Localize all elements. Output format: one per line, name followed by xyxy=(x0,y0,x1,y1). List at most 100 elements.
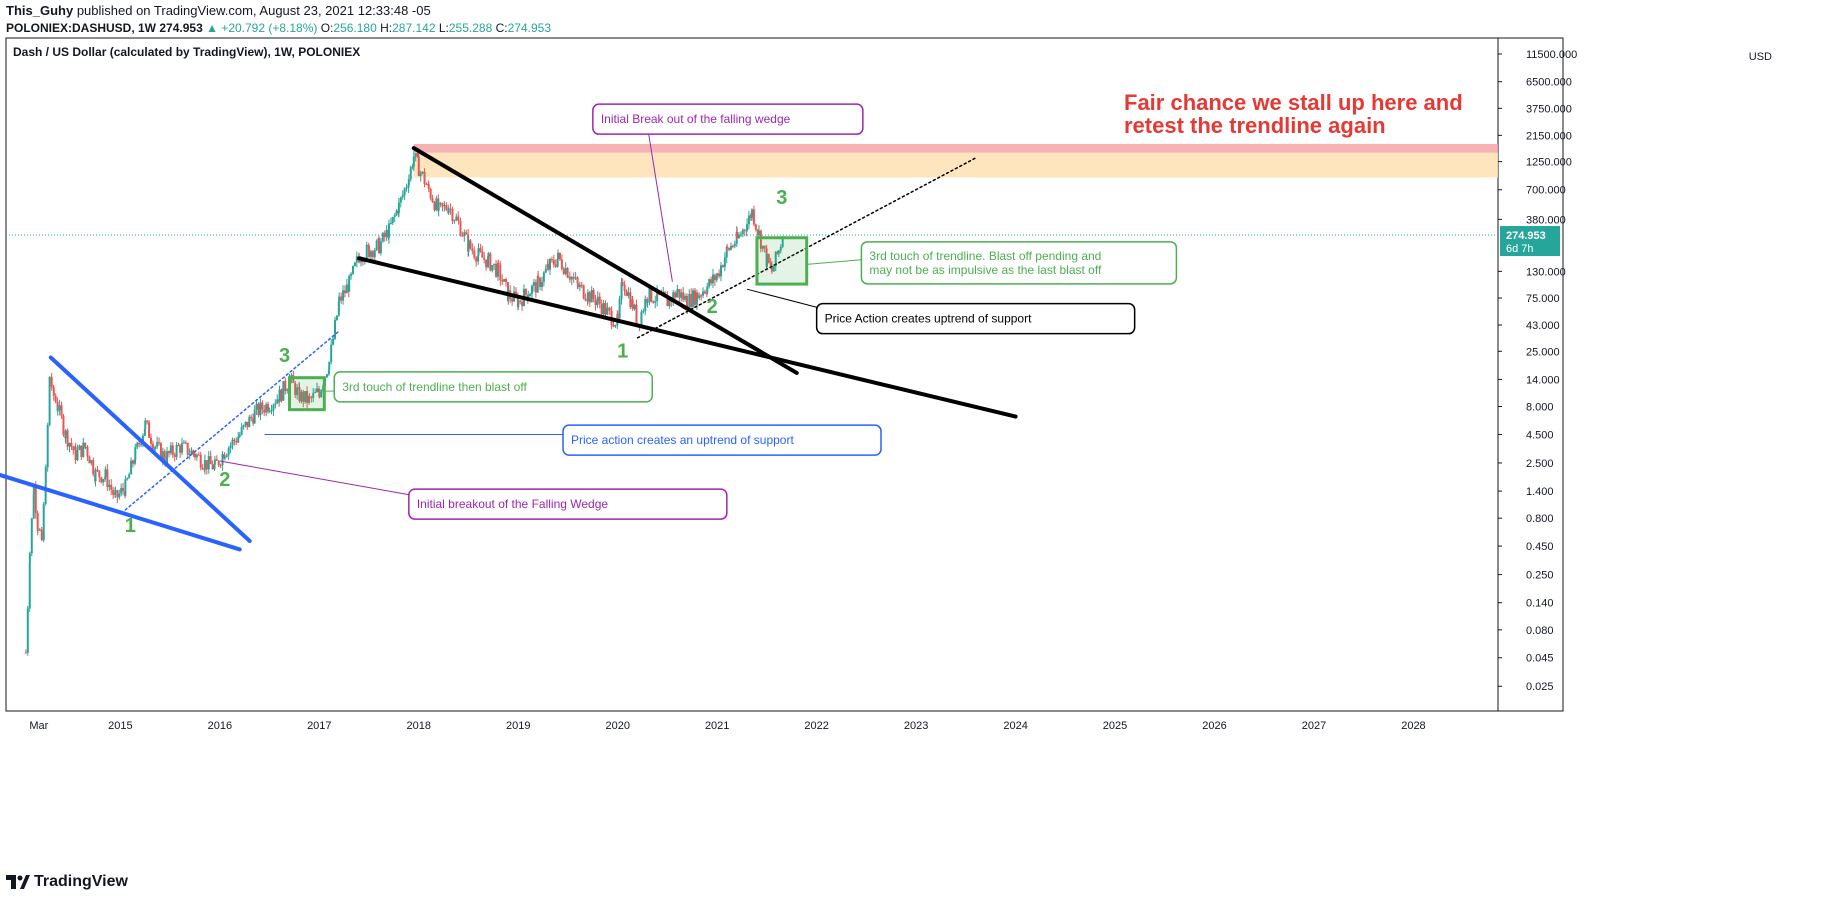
candle-body xyxy=(692,290,695,308)
candle-body xyxy=(616,314,619,319)
candle-body xyxy=(38,529,41,531)
trendline-black-wedge-upper xyxy=(411,146,799,375)
candle-body xyxy=(754,224,757,230)
y-tick-label: 14.000 xyxy=(1526,374,1560,386)
candle-body xyxy=(385,229,388,238)
candle-body xyxy=(726,246,729,249)
candle-body xyxy=(475,257,478,262)
candle-body xyxy=(100,477,103,483)
candle-body xyxy=(235,440,238,443)
candle-body xyxy=(465,232,468,235)
candle-body xyxy=(718,273,721,277)
candle-body xyxy=(711,274,714,284)
candle-body xyxy=(50,376,53,388)
candle-body xyxy=(761,245,764,249)
candle-body xyxy=(42,504,45,541)
candle-body xyxy=(88,456,91,464)
candle-body xyxy=(751,209,753,218)
x-tick-label: 2022 xyxy=(804,720,828,732)
candle-body xyxy=(680,292,683,298)
candle-body xyxy=(427,184,430,189)
candle-body xyxy=(431,198,434,203)
candle-body xyxy=(253,409,256,424)
candle-body xyxy=(116,490,119,498)
candle-body xyxy=(184,442,187,444)
candle-body xyxy=(736,231,739,239)
candle-body xyxy=(743,229,746,231)
last-price-countdown: 6d 7h xyxy=(1506,243,1534,255)
candle-body xyxy=(175,444,178,457)
candle-body xyxy=(177,444,180,446)
candle-body xyxy=(401,194,404,198)
candle-body xyxy=(710,279,713,284)
candle-body xyxy=(217,460,220,466)
candle-body xyxy=(225,455,228,458)
candle-body xyxy=(36,513,39,530)
candle-body xyxy=(353,262,356,267)
candle-body xyxy=(629,292,632,308)
candle-body xyxy=(231,439,234,446)
candle-body xyxy=(501,280,504,282)
candle-body xyxy=(625,290,628,296)
candle-body xyxy=(136,442,139,448)
candle-body xyxy=(739,234,742,236)
candle-body xyxy=(729,245,732,250)
candle-body xyxy=(393,215,396,217)
candle-body xyxy=(479,248,482,252)
candle-body xyxy=(459,221,462,236)
candle-body xyxy=(64,430,67,439)
candle-body xyxy=(60,405,63,416)
candle-body xyxy=(731,245,734,247)
chart-frame xyxy=(5,37,1564,712)
candle-body xyxy=(646,301,649,303)
candle-body xyxy=(416,153,419,158)
trendline-blue-support-dotted xyxy=(124,330,340,511)
x-tick-label: 2023 xyxy=(904,720,928,732)
candle-body xyxy=(574,277,577,279)
candle-body xyxy=(84,446,87,448)
y-tick-label: 2150.000 xyxy=(1526,130,1572,142)
candle-body xyxy=(562,268,565,275)
candle-body xyxy=(614,325,617,327)
candle-body xyxy=(693,290,696,305)
candle-body xyxy=(300,391,303,402)
y-tick-label: 380.000 xyxy=(1526,214,1566,226)
y-tick-label: 1.400 xyxy=(1526,486,1554,498)
candle-body xyxy=(676,289,679,293)
candle-body xyxy=(149,437,152,444)
candle-body xyxy=(623,284,626,291)
open-label: O: xyxy=(320,21,334,35)
candle-body xyxy=(36,529,39,531)
candle-body xyxy=(746,224,749,231)
candle-body xyxy=(304,391,307,402)
candle-body xyxy=(98,470,101,478)
candle-body xyxy=(536,276,539,293)
candle-body xyxy=(320,389,323,398)
symbol-info-bar: POLONIEX:DASHUSD, 1W 274.953 ▲ +20.792 (… xyxy=(6,21,551,35)
candle-body xyxy=(188,454,191,456)
candle-body xyxy=(190,450,193,455)
callout-text: Price action creates an uptrend of suppo… xyxy=(571,433,794,447)
x-tick-label: 2025 xyxy=(1103,720,1127,732)
candle-body xyxy=(752,209,755,225)
candle-body xyxy=(505,279,508,283)
candle-body xyxy=(32,486,35,495)
candle-body xyxy=(497,262,500,265)
candle-body xyxy=(343,290,346,294)
candle-body xyxy=(695,292,698,305)
candle-body xyxy=(703,291,706,294)
candle-body xyxy=(633,304,636,310)
candle-body xyxy=(114,490,117,493)
candle-body xyxy=(672,292,675,302)
author-name[interactable]: This_Guhy xyxy=(6,3,74,18)
candle-body xyxy=(96,469,99,471)
candle-body xyxy=(578,284,581,288)
candle-body xyxy=(485,259,488,268)
candle-body xyxy=(598,296,601,304)
candle-body xyxy=(499,264,502,281)
candle-body xyxy=(391,216,394,224)
candle-body xyxy=(213,459,216,465)
candle-body xyxy=(201,467,204,470)
box-2021 xyxy=(755,236,809,286)
